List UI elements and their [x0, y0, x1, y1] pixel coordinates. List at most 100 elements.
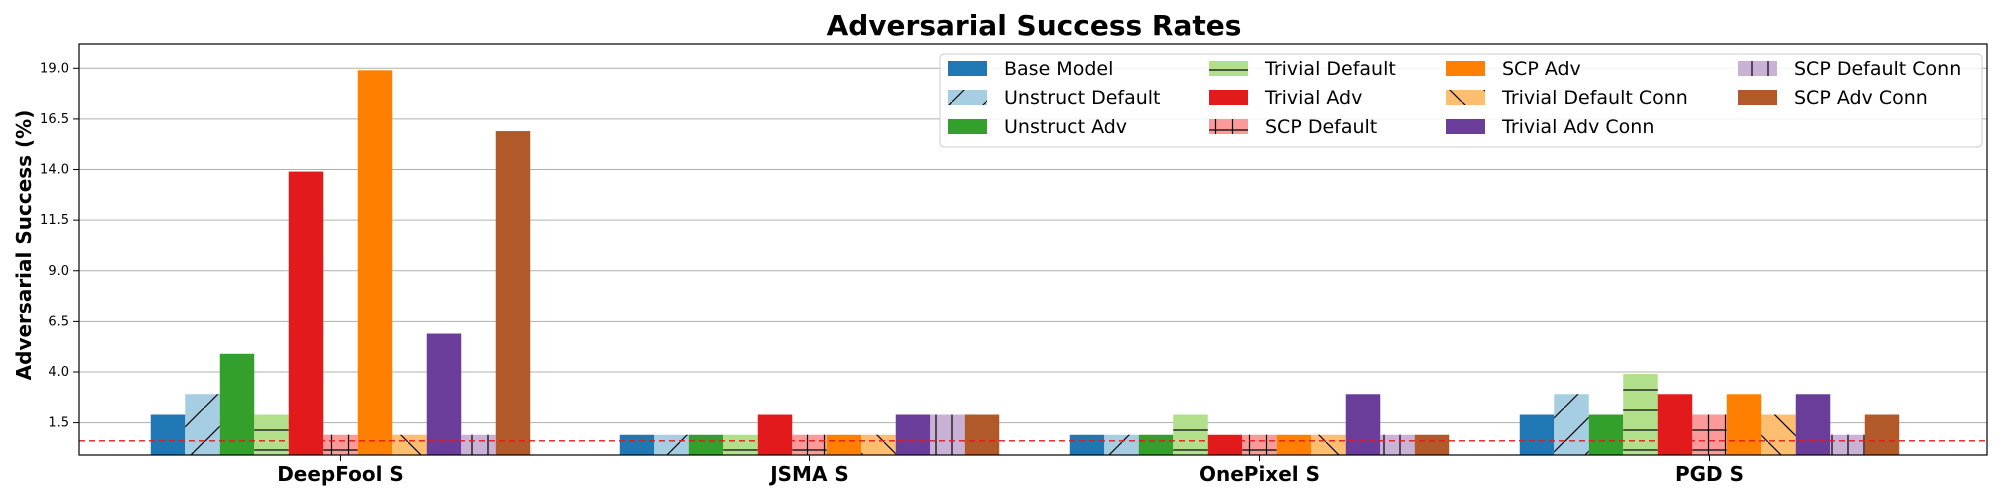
bar-trivial-default-deepfool-s [254, 414, 289, 455]
legend: Base Model Unstruct Default Unstruct Adv Tr… [939, 53, 1983, 148]
bar-hatch [461, 434, 496, 455]
bar-fill [288, 171, 324, 455]
bar-hatch [1104, 434, 1139, 455]
y-tick-label: 9.0 [48, 264, 69, 279]
bar-hatch [1623, 374, 1658, 455]
legend-swatch [1446, 61, 1485, 76]
legend-label: SCP Default Conn [1794, 58, 1961, 80]
legend-swatch [948, 119, 987, 134]
y-tick-label: 14.0 [40, 163, 69, 178]
bar-hatch [930, 414, 965, 455]
bar-unstruct-adv-deepfool-s [219, 353, 255, 455]
bar-hatch [254, 414, 289, 455]
legend-label: Trivial Default [1264, 58, 1396, 80]
bar-unstruct-adv-onepixel-s [1138, 434, 1174, 455]
bar-base-model-onepixel-s [1069, 434, 1105, 455]
bar-fill [757, 414, 793, 455]
bar-scp-adv-conn-jsma-s [964, 414, 1000, 455]
bar-trivial-adv-conn-onepixel-s [1345, 394, 1381, 455]
bar-hatch [1692, 414, 1727, 455]
bar-fill [1588, 414, 1624, 455]
y-tick-label: 19.0 [40, 61, 69, 76]
legend-item-unstruct-adv: Unstruct Adv [948, 116, 1127, 138]
bar-trivial-adv-deepfool-s [288, 171, 324, 455]
legend-item-unstruct-default: Unstruct Default [948, 87, 1161, 109]
bar-fill [1795, 394, 1831, 455]
x-tick-label-onepixel-s: OnePixel S [1199, 462, 1320, 486]
bar-hatch [1311, 434, 1346, 455]
bar-hatch [1173, 414, 1208, 455]
bar-trivial-default-jsma-s [723, 434, 758, 455]
bar-hatch [1554, 394, 1589, 455]
chart-title: Adversarial Success Rates [827, 9, 1242, 42]
bar-scp-adv-conn-pgd-s [1864, 414, 1900, 455]
bar-scp-default-conn-jsma-s [930, 414, 965, 455]
legend-swatch-hatch [1738, 61, 1777, 76]
legend-label: Trivial Adv Conn [1501, 116, 1654, 138]
legend-item-scp-default: SCP Default [1209, 116, 1377, 138]
bar-trivial-adv-pgd-s [1657, 394, 1693, 455]
bar-trivial-adv-conn-jsma-s [895, 414, 931, 455]
legend-swatch-hatch [1209, 61, 1248, 76]
y-axis-label: Adversarial Success (%) [12, 110, 36, 381]
legend-swatch-hatch [948, 90, 987, 105]
legend-swatch [1738, 90, 1777, 105]
legend-swatch-hatch [1446, 90, 1485, 105]
bar-unstruct-default-deepfool-s [185, 394, 220, 455]
legend-label: Unstruct Default [1004, 87, 1161, 109]
bar-fill [1069, 434, 1105, 455]
bar-hatch [1830, 434, 1865, 455]
bar-hatch [392, 434, 427, 455]
bars [150, 70, 1900, 456]
bar-scp-default-conn-deepfool-s [461, 434, 496, 455]
bar-fill [150, 414, 186, 455]
legend-item-scp-default-conn: SCP Default Conn [1738, 58, 1961, 80]
plot-frame [78, 43, 1988, 456]
bar-base-model-pgd-s [1519, 414, 1555, 455]
y-tick-label: 16.5 [40, 112, 69, 127]
bar-unstruct-adv-pgd-s [1588, 414, 1624, 455]
bar-scp-adv-conn-deepfool-s [495, 131, 531, 455]
bar-fill [964, 414, 1000, 455]
bar-fill [426, 333, 462, 455]
x-tick-label-pgd-s: PGD S [1675, 462, 1744, 486]
y-tick-label: 1.5 [48, 416, 69, 431]
legend-label: Unstruct Adv [1004, 116, 1127, 138]
legend-label: Trivial Default Conn [1501, 87, 1688, 109]
bar-fill [1726, 394, 1762, 455]
legend-swatch [1446, 119, 1485, 134]
bar-hatch [185, 394, 220, 455]
legend-label: Trivial Adv [1264, 87, 1362, 109]
bar-scp-adv-onepixel-s [1276, 434, 1312, 455]
bar-trivial-default-conn-jsma-s [861, 434, 896, 455]
bar-trivial-adv-onepixel-s [1207, 434, 1243, 455]
bar-unstruct-default-onepixel-s [1104, 434, 1139, 455]
bar-fill [1657, 394, 1693, 455]
bar-hatch [1380, 434, 1415, 455]
bar-trivial-default-conn-deepfool-s [392, 434, 427, 455]
legend-label: SCP Default [1265, 116, 1377, 138]
legend-label: SCP Adv Conn [1794, 87, 1928, 109]
bar-trivial-default-pgd-s [1623, 374, 1658, 455]
bar-hatch [723, 434, 758, 455]
bar-scp-default-conn-pgd-s [1830, 434, 1865, 455]
bar-fill [1864, 414, 1900, 455]
bar-trivial-adv-conn-pgd-s [1795, 394, 1831, 455]
bar-base-model-deepfool-s [150, 414, 186, 455]
bar-trivial-default-conn-onepixel-s [1311, 434, 1346, 455]
bar-scp-adv-deepfool-s [357, 70, 393, 456]
bar-trivial-default-onepixel-s [1173, 414, 1208, 455]
bar-fill [219, 353, 255, 455]
y-tick-label: 6.5 [48, 314, 69, 329]
bar-fill [1138, 434, 1174, 455]
bar-unstruct-adv-jsma-s [688, 434, 724, 455]
legend-swatch-hatch [1209, 119, 1248, 134]
bar-unstruct-default-jsma-s [654, 434, 689, 455]
legend-item-trivial-adv-conn: Trivial Adv Conn [1446, 116, 1654, 138]
legend-label: SCP Adv [1502, 58, 1581, 80]
bar-trivial-adv-jsma-s [757, 414, 793, 455]
bar-fill [1207, 434, 1243, 455]
y-tick-label: 4.0 [48, 365, 69, 380]
legend-item-trivial-default: Trivial Default [1209, 58, 1396, 80]
